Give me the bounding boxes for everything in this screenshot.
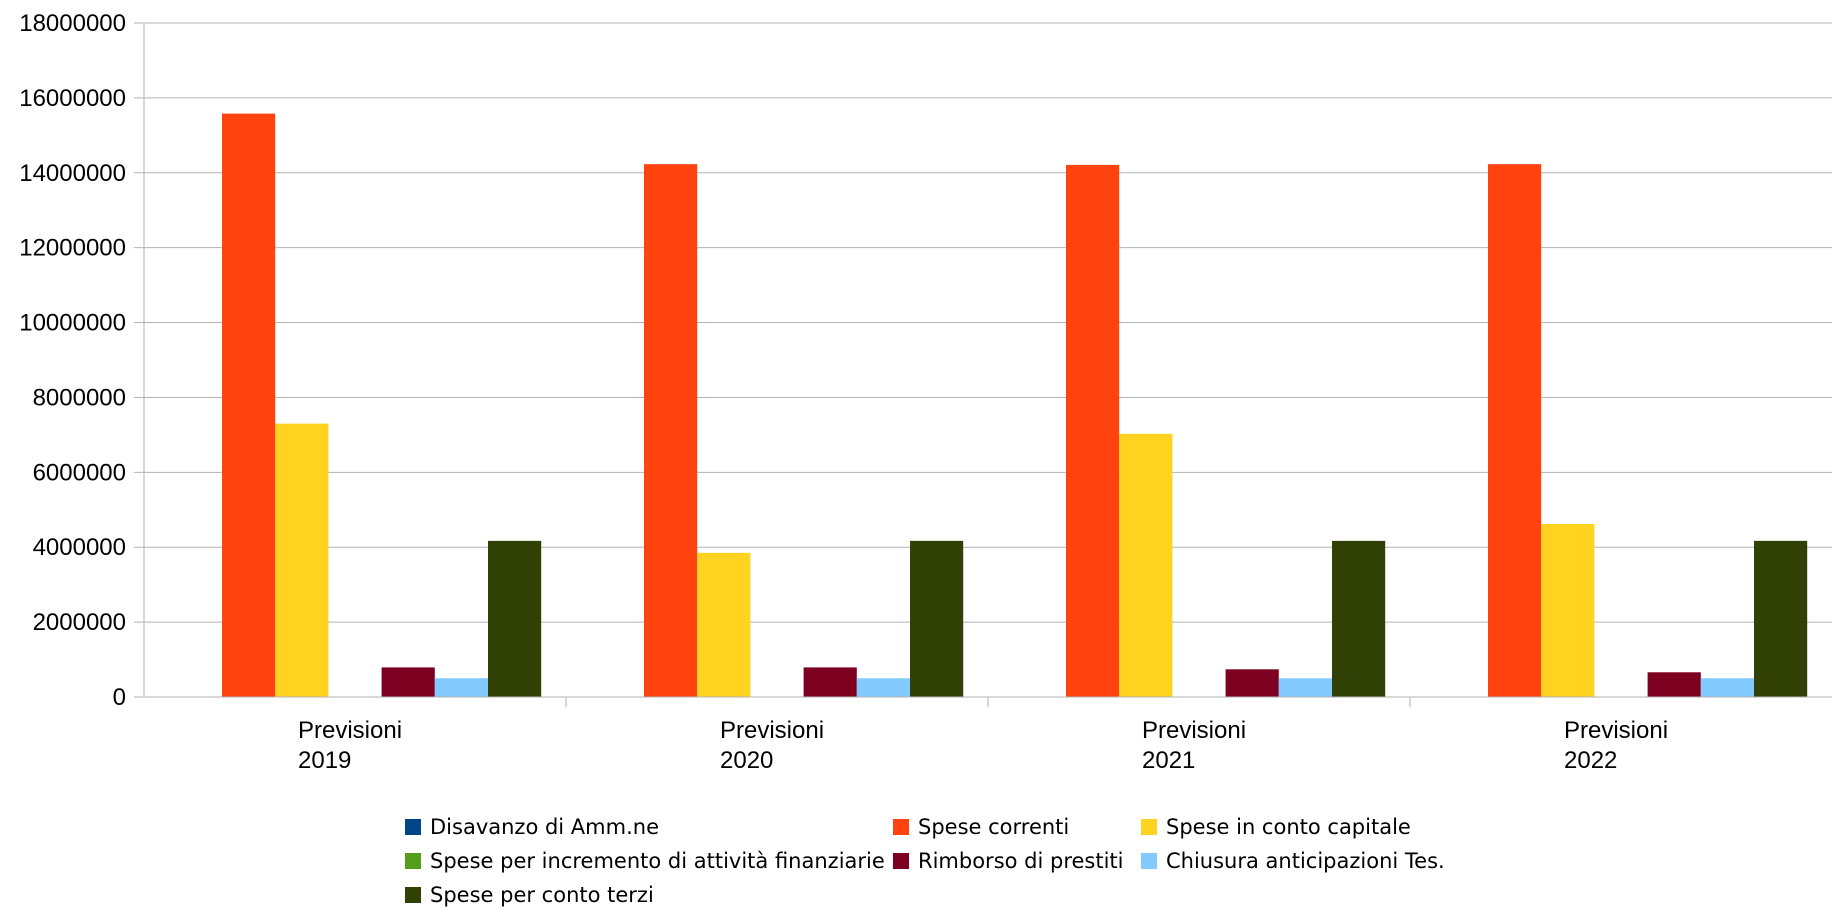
bar (1488, 164, 1542, 698)
bar (222, 113, 276, 698)
y-tick-label: 6000000 (33, 459, 126, 486)
legend-swatch (405, 887, 421, 903)
bar (1332, 540, 1386, 697)
bar (275, 423, 329, 697)
bar (697, 552, 751, 697)
legend-swatch (893, 819, 909, 835)
bar (1225, 669, 1279, 697)
chart-legend: Disavanzo di Amm.ne Spese correnti Spese i… (405, 812, 1605, 910)
bar (910, 540, 964, 697)
legend-label: Spese per conto terzi (430, 883, 654, 907)
x-tick-label: 2019 (298, 747, 351, 774)
legend-label: Spese correnti (918, 815, 1070, 839)
legend-item: Spese correnti (893, 812, 1069, 842)
legend-item: Spese in conto capitale (1141, 812, 1411, 842)
bar (381, 667, 435, 697)
y-tick-label: 12000000 (19, 235, 126, 262)
legend-swatch (893, 853, 909, 869)
y-tick-label: 16000000 (19, 85, 126, 112)
x-tick-label: Previsioni (298, 717, 402, 744)
legend-swatch (405, 853, 421, 869)
x-tick-label: Previsioni (1142, 717, 1246, 744)
legend-swatch (1141, 819, 1157, 835)
y-tick-label: 10000000 (19, 310, 126, 337)
bar (1541, 524, 1595, 697)
x-tick-label: 2022 (1564, 747, 1617, 774)
bar (644, 164, 698, 698)
y-tick-label: 14000000 (19, 160, 126, 187)
legend-swatch (1141, 853, 1157, 869)
y-tick-label: 4000000 (33, 534, 126, 561)
legend-item: Rimborso di prestiti (893, 846, 1124, 876)
bar (488, 540, 542, 697)
legend-label: Chiusura anticipazioni Tes. (1166, 849, 1445, 873)
legend-label: Rimborso di prestiti (918, 849, 1124, 873)
bar (1066, 164, 1120, 698)
bar (434, 678, 488, 697)
bar (1700, 678, 1754, 697)
legend-item: Disavanzo di Amm.ne (405, 812, 659, 842)
grid-lines (144, 22, 1832, 698)
y-tick-label: 0 (113, 684, 126, 711)
y-tick-label: 8000000 (33, 384, 126, 411)
x-tick-label: 2021 (1142, 747, 1195, 774)
bar (1119, 433, 1173, 697)
x-tick-label: 2020 (720, 747, 773, 774)
bars (222, 113, 1808, 698)
x-tick-label: Previsioni (720, 717, 824, 744)
legend-label: Spese per incremento di attività finanzi… (430, 849, 885, 873)
x-tick-label: Previsioni (1564, 717, 1668, 744)
y-tick-label: 2000000 (33, 609, 126, 636)
legend-item: Spese per incremento di attività finanzi… (405, 846, 885, 876)
legend-label: Spese in conto capitale (1166, 815, 1411, 839)
bar (856, 678, 910, 697)
y-tick-label: 18000000 (19, 10, 126, 37)
legend-swatch (405, 819, 421, 835)
bar (803, 667, 857, 697)
legend-item: Spese per conto terzi (405, 880, 654, 910)
legend-label: Disavanzo di Amm.ne (430, 815, 659, 839)
axes: 0 2000000 4000000 6000000 8000000 10000000 120… (19, 10, 1832, 774)
bar (1278, 678, 1332, 697)
bar (1647, 672, 1701, 697)
legend-item: Chiusura anticipazioni Tes. (1141, 846, 1445, 876)
bar (1754, 540, 1808, 697)
